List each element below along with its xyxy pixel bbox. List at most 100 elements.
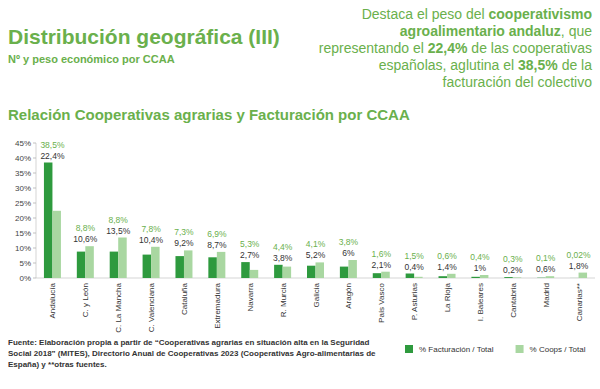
bar [316,262,325,278]
data-label: 5,3% [240,239,260,249]
data-label: 4,1% [306,239,326,249]
callout-text: 22,4% [428,40,468,56]
y-tick [33,263,36,264]
legend: % Facturación / Total% Coops / Total [405,345,586,354]
x-tick-label: I. Baleares [476,283,485,321]
y-tick-label: 0% [19,274,31,283]
data-label: 1% [474,263,487,273]
data-label: 6,9% [207,229,227,239]
data-label: 0,6% [536,264,556,274]
y-tick-label: 35% [15,169,31,178]
x-tick-label: Extremadura [213,282,222,328]
bar [504,277,513,278]
data-label: 13,5% [106,226,131,236]
data-label: 0,3% [503,254,523,264]
x-tick-label: Galicia [312,282,321,307]
legend-label: % Coops / Total [530,345,586,354]
data-label: 2,1% [372,260,392,270]
y-tick [33,203,36,204]
data-label: 10,6% [73,234,98,244]
x-tick-label: C. La Mancha [114,282,123,332]
bar [208,257,217,278]
bar [110,252,119,278]
data-label: 9,2% [174,238,194,248]
data-label: 6% [342,248,355,258]
data-label: 1,8% [569,261,589,271]
bar [471,277,480,278]
x-tick-label: P. Asturias [410,283,419,320]
data-label: 0,02% [567,250,592,260]
data-label: 1,6% [372,249,392,259]
bar [373,273,382,278]
y-tick [33,188,36,189]
data-label: 1,4% [437,262,457,272]
data-label: 8,8% [76,223,96,233]
data-label: 0,2% [503,265,523,275]
bar [381,272,390,278]
y-tick [33,248,36,249]
callout: Destaca el peso del cooperativismo agroa… [317,6,592,91]
x-tick-label: País Vasco [377,282,386,322]
chart-title: Relación Cooperativas agrarias y Factura… [8,106,410,123]
bar [175,256,184,278]
data-label: 3,8% [339,237,359,247]
y-tick [33,143,36,144]
data-label: 0,1% [536,253,556,263]
y-tick-label: 40% [15,154,31,163]
data-label: 7,3% [174,227,194,237]
x-tick-label: Cataluña [180,282,189,315]
data-label: 2,7% [240,250,260,260]
source-note: España) y **otras fuentes. [8,360,107,369]
bar [406,274,415,279]
bar [283,267,292,278]
y-tick-label: 5% [19,259,31,268]
x-tick-label: Andalucía [48,282,57,318]
data-label: 0,4% [470,252,490,262]
bar [274,265,283,278]
data-label: 5,2% [306,250,326,260]
bar [118,238,127,279]
data-label: 1,5% [404,251,424,261]
bar [447,274,456,278]
bar [513,277,522,278]
data-label: 8,8% [109,215,129,225]
data-label: 3,8% [273,253,293,263]
bar [143,255,152,278]
y-axis-line [36,143,37,278]
y-tick-label: 25% [15,199,31,208]
y-tick-label: 10% [15,244,31,253]
x-tick-label: Navarra [246,282,255,311]
bar [480,275,489,278]
bar [85,246,94,278]
bars [44,163,587,279]
x-tick-label: C. y León [81,283,90,317]
bar [414,277,423,278]
y-tick-label: 15% [15,229,31,238]
legend-swatch [516,345,524,353]
bar [537,277,546,278]
x-tick-label: R. Murcia [279,282,288,317]
data-label: 10,4% [139,235,164,245]
data-label: 4,4% [273,242,293,252]
bar [348,260,357,278]
bar [570,277,579,278]
x-axis: Andalucía C. y León C. La Mancha C. Valenci… [48,282,583,332]
data-label: 0,4% [404,262,424,272]
bar [44,163,53,279]
x-tick-label: C. Valenciana [147,282,156,332]
callout-text: Destaca el peso del [362,6,489,22]
x-tick-label: Canarias** [575,283,584,321]
bar [546,276,555,278]
chart-svg: Distribución geográfica (III)Nº y peso e… [0,0,600,389]
x-tick-label: La Rioja [443,282,452,312]
bar [307,266,316,278]
y-axis: 0%5%10%15%20%25%30%35%40%45% [15,139,595,283]
title: Distribución geográfica (III) [8,25,280,48]
y-tick-label: 30% [15,184,31,193]
data-label: 7,8% [141,224,161,234]
data-label: 0,6% [437,251,457,261]
bar [184,250,193,278]
data-label: 38,5% [40,140,65,150]
bar [52,211,61,278]
y-tick-label: 45% [15,139,31,148]
